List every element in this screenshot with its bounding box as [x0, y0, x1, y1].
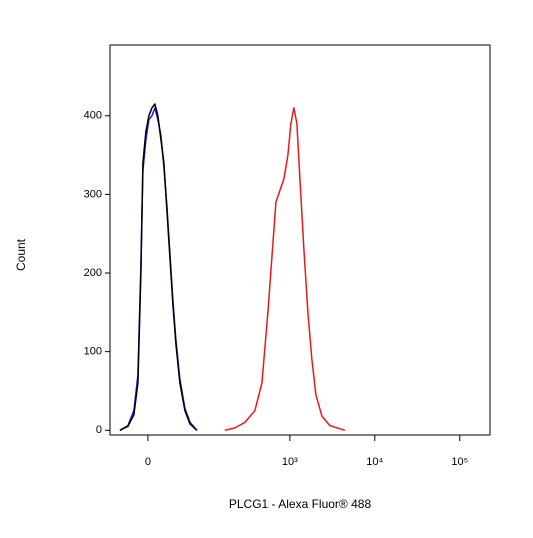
histogram-line	[119, 103, 198, 431]
histogram-line	[119, 107, 198, 431]
plot-frame	[109, 44, 491, 436]
y-tick-label: 100	[84, 346, 102, 358]
y-axis-label: Count	[14, 238, 28, 271]
y-tick-label: 300	[84, 188, 102, 200]
y-tick-label: 0	[96, 424, 102, 436]
x-tick-label: 10⁵	[451, 456, 468, 468]
y-tick-label: 400	[84, 110, 102, 122]
x-axis-label: PLCG1 - Alexa Fluor® 488	[229, 497, 372, 511]
y-tick-label: 200	[84, 267, 102, 279]
x-tick-label: 0	[145, 456, 151, 468]
x-tick-label: 10⁴	[366, 456, 383, 468]
x-tick-label: 10³	[282, 456, 298, 468]
histogram-line	[224, 107, 346, 432]
